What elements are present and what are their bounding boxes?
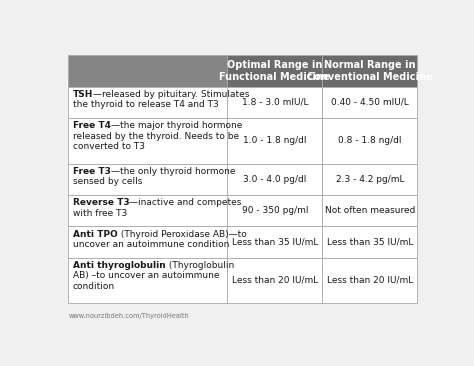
Text: Anti thyroglobulin: Anti thyroglobulin [73, 261, 165, 270]
Bar [322, 118, 418, 164]
Bar [68, 118, 227, 164]
Bar [68, 55, 227, 86]
Text: Optimal Range in
Functional Medicine: Optimal Range in Functional Medicine [219, 60, 330, 82]
Text: converted to T3: converted to T3 [73, 142, 145, 151]
Text: 3.0 - 4.0 pg/dl: 3.0 - 4.0 pg/dl [243, 175, 307, 184]
Bar [322, 258, 418, 303]
Bar [322, 86, 418, 118]
Bar [227, 86, 322, 118]
Bar [68, 86, 227, 118]
Text: 1.0 - 1.8 ng/dl: 1.0 - 1.8 ng/dl [243, 136, 307, 145]
Text: Less than 20 IU/mL: Less than 20 IU/mL [327, 276, 413, 285]
Text: Anti TPO: Anti TPO [73, 229, 118, 239]
Bar [68, 164, 227, 195]
Text: —the major thyroid hormone: —the major thyroid hormone [111, 121, 242, 130]
Text: sensed by cells: sensed by cells [73, 177, 142, 186]
Bar [322, 164, 418, 195]
Text: 1.8 - 3.0 mIU/L: 1.8 - 3.0 mIU/L [242, 98, 308, 107]
Text: —the only thyroid hormone: —the only thyroid hormone [111, 167, 235, 176]
Text: the thyroid to release T4 and T3: the thyroid to release T4 and T3 [73, 100, 219, 109]
Text: condition: condition [73, 282, 115, 291]
Text: —released by pituitary. Stimulates: —released by pituitary. Stimulates [93, 90, 250, 99]
Text: —inactive and competes: —inactive and competes [129, 198, 242, 207]
Text: released by the thyroid. Needs to be: released by the thyroid. Needs to be [73, 132, 239, 141]
Bar [227, 226, 322, 258]
Bar [68, 258, 227, 303]
Text: Normal Range in
Conventional Medicine: Normal Range in Conventional Medicine [307, 60, 433, 82]
Bar [227, 258, 322, 303]
Text: uncover an autoimmune condition: uncover an autoimmune condition [73, 240, 229, 249]
Text: 90 - 350 pg/ml: 90 - 350 pg/ml [242, 206, 308, 215]
Bar [322, 55, 418, 86]
Text: (Thyroid Peroxidase AB)—to: (Thyroid Peroxidase AB)—to [118, 229, 246, 239]
Text: AB) –to uncover an autoimmune: AB) –to uncover an autoimmune [73, 271, 219, 280]
Text: 0.40 - 4.50 mIU/L: 0.40 - 4.50 mIU/L [331, 98, 409, 107]
Bar [322, 195, 418, 226]
Text: Free T3: Free T3 [73, 167, 111, 176]
Text: Reverse T3: Reverse T3 [73, 198, 129, 207]
Text: (Thyroglobulin: (Thyroglobulin [165, 261, 234, 270]
Text: Less than 35 IU/mL: Less than 35 IU/mL [232, 238, 318, 246]
Text: Less than 20 IU/mL: Less than 20 IU/mL [232, 276, 318, 285]
Text: TSH: TSH [73, 90, 93, 99]
Bar [227, 164, 322, 195]
Bar [68, 195, 227, 226]
Bar [227, 118, 322, 164]
Text: with free T3: with free T3 [73, 209, 127, 218]
Bar [68, 226, 227, 258]
Text: Less than 35 IU/mL: Less than 35 IU/mL [327, 238, 413, 246]
Text: Not often measured: Not often measured [325, 206, 415, 215]
Text: www.nourzibdeh.com/ThyroidHealth: www.nourzibdeh.com/ThyroidHealth [68, 313, 189, 319]
Text: Free T4: Free T4 [73, 121, 111, 130]
Bar [227, 195, 322, 226]
Bar [322, 226, 418, 258]
Bar [227, 55, 322, 86]
Text: 2.3 - 4.2 pg/mL: 2.3 - 4.2 pg/mL [336, 175, 404, 184]
Text: 0.8 - 1.8 ng/dl: 0.8 - 1.8 ng/dl [338, 136, 401, 145]
